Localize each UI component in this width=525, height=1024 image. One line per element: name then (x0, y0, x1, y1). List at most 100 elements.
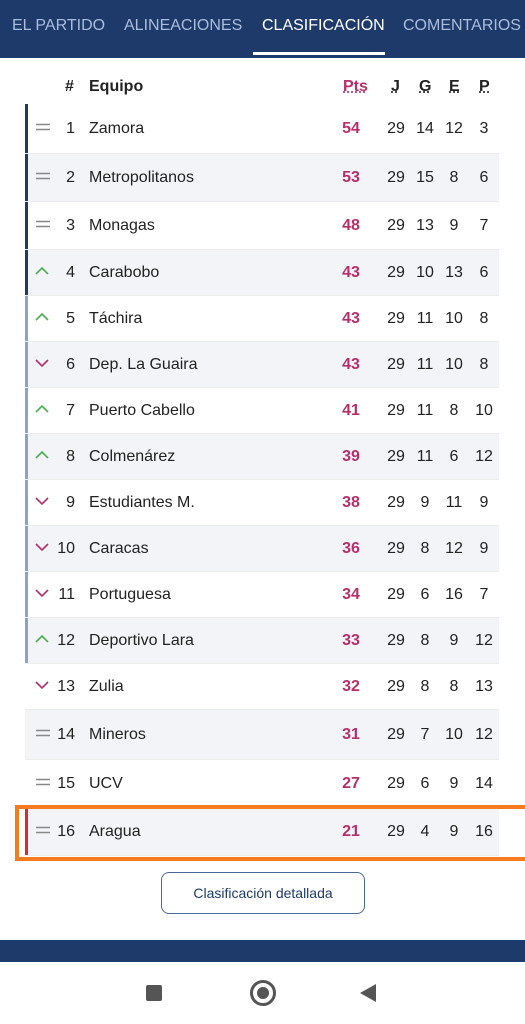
row-team: Estudiantes M. (89, 494, 195, 511)
row-position: 6 (66, 356, 75, 373)
row-position: 3 (66, 217, 75, 234)
row-drawn: 9 (449, 775, 459, 792)
row-lost: 12 (475, 448, 493, 465)
row-points: 54 (342, 120, 360, 137)
standings-header: # Equipo Pts J G E P (0, 64, 525, 110)
row-points: 34 (342, 586, 360, 603)
arrow-up-icon (33, 388, 53, 434)
table-row[interactable]: 7 Puerto Cabello 41 29 11 8 10 (25, 388, 499, 434)
row-lost: 8 (479, 310, 489, 327)
table-row[interactable]: 1 Zamora 54 29 14 12 3 (25, 104, 499, 154)
zone-indicator (25, 618, 28, 663)
table-row[interactable]: 12 Deportivo Lara 33 29 8 9 12 (25, 618, 499, 664)
header-p[interactable]: P (479, 78, 490, 95)
row-drawn: 8 (449, 169, 459, 186)
zone-indicator (25, 526, 28, 571)
row-points: 43 (342, 310, 360, 327)
back-icon[interactable] (360, 984, 376, 1002)
recents-icon[interactable] (146, 985, 162, 1001)
zone-indicator (25, 572, 28, 617)
tab-alineaciones[interactable]: ALINEACIONES (124, 17, 243, 34)
row-won: 11 (416, 402, 434, 419)
bottom-band (0, 940, 525, 962)
table-row[interactable]: 5 Táchira 43 29 11 10 8 (25, 296, 499, 342)
row-lost: 9 (479, 494, 489, 511)
arrow-down-icon (33, 480, 53, 526)
row-position: 5 (66, 310, 75, 327)
row-position: 4 (66, 264, 75, 281)
row-team: Puerto Cabello (89, 402, 195, 419)
row-drawn: 10 (445, 726, 463, 743)
row-drawn: 13 (445, 264, 463, 281)
row-team: Colmenárez (89, 448, 176, 465)
zone-indicator (25, 342, 28, 387)
row-drawn: 8 (449, 402, 459, 419)
standings-table: 1 Zamora 54 29 14 12 3 2 Metropolitanos 53 29 15 8 6 3… (25, 104, 499, 856)
table-row[interactable]: 11 Portuguesa 34 29 6 16 7 (25, 572, 499, 618)
row-played: 29 (387, 169, 405, 186)
equal-icon (33, 155, 53, 201)
row-won: 15 (416, 169, 434, 186)
arrow-up-icon (33, 250, 53, 296)
header-g[interactable]: G (419, 78, 432, 95)
detailed-standings-button[interactable]: Clasificación detallada (161, 872, 365, 914)
row-position: 16 (57, 823, 75, 840)
row-team: Caracas (89, 540, 149, 557)
arrow-down-icon (33, 664, 53, 710)
row-won: 8 (420, 678, 430, 695)
equal-icon (33, 761, 53, 807)
table-row[interactable]: 16 Aragua 21 29 4 9 16 (25, 808, 499, 856)
row-played: 29 (387, 402, 405, 419)
row-played: 29 (387, 726, 405, 743)
row-team: Dep. La Guaira (89, 356, 198, 373)
row-team: Monagas (89, 217, 155, 234)
table-row[interactable]: 8 Colmenárez 39 29 11 6 12 (25, 434, 499, 480)
table-row[interactable]: 2 Metropolitanos 53 29 15 8 6 (25, 154, 499, 202)
table-row[interactable]: 4 Carabobo 43 29 10 13 6 (25, 250, 499, 296)
home-icon[interactable] (250, 980, 276, 1006)
row-played: 29 (387, 586, 405, 603)
tab-comentarios[interactable]: COMENTARIOS (403, 17, 521, 34)
row-points: 27 (342, 775, 360, 792)
table-row[interactable]: 15 UCV 27 29 6 9 14 (25, 760, 499, 808)
table-row[interactable]: 3 Monagas 48 29 13 9 7 (25, 202, 499, 250)
row-position: 1 (66, 120, 75, 137)
header-j[interactable]: J (391, 78, 400, 95)
table-row[interactable]: 9 Estudiantes M. 38 29 9 11 9 (25, 480, 499, 526)
row-lost: 6 (479, 169, 489, 186)
row-position: 10 (57, 540, 75, 557)
header-pts[interactable]: Pts (343, 78, 368, 95)
row-lost: 3 (479, 120, 489, 137)
arrow-up-icon (33, 434, 53, 480)
tab-el-partido[interactable]: EL PARTIDO (12, 17, 106, 34)
table-row[interactable]: 13 Zulia 32 29 8 8 13 (25, 664, 499, 710)
row-points: 43 (342, 264, 360, 281)
equal-icon (33, 106, 53, 152)
row-position: 8 (66, 448, 75, 465)
arrow-down-icon (33, 526, 53, 572)
row-won: 10 (416, 264, 434, 281)
row-played: 29 (387, 775, 405, 792)
row-lost: 12 (475, 632, 493, 649)
row-played: 29 (387, 264, 405, 281)
system-navigation-bar (0, 962, 525, 1024)
row-lost: 10 (475, 402, 493, 419)
tab-clasificacion[interactable]: CLASIFICACIÓN (262, 17, 385, 34)
row-played: 29 (387, 823, 405, 840)
table-row[interactable]: 10 Caracas 36 29 8 12 9 (25, 526, 499, 572)
table-row[interactable]: 14 Mineros 31 29 7 10 12 (25, 710, 499, 760)
row-points: 31 (342, 726, 360, 743)
row-lost: 14 (475, 775, 493, 792)
arrow-up-icon (33, 618, 53, 664)
header-e[interactable]: E (449, 78, 460, 95)
row-team: Zamora (89, 120, 145, 137)
row-lost: 8 (479, 356, 489, 373)
row-won: 11 (416, 356, 434, 373)
table-row[interactable]: 6 Dep. La Guaira 43 29 11 10 8 (25, 342, 499, 388)
row-won: 6 (420, 775, 430, 792)
row-lost: 16 (475, 823, 493, 840)
row-played: 29 (387, 217, 405, 234)
top-tab-bar: EL PARTIDO ALINEACIONES CLASIFICACIÓN CO… (0, 0, 525, 58)
row-team: Táchira (89, 310, 143, 327)
row-points: 21 (342, 823, 360, 840)
